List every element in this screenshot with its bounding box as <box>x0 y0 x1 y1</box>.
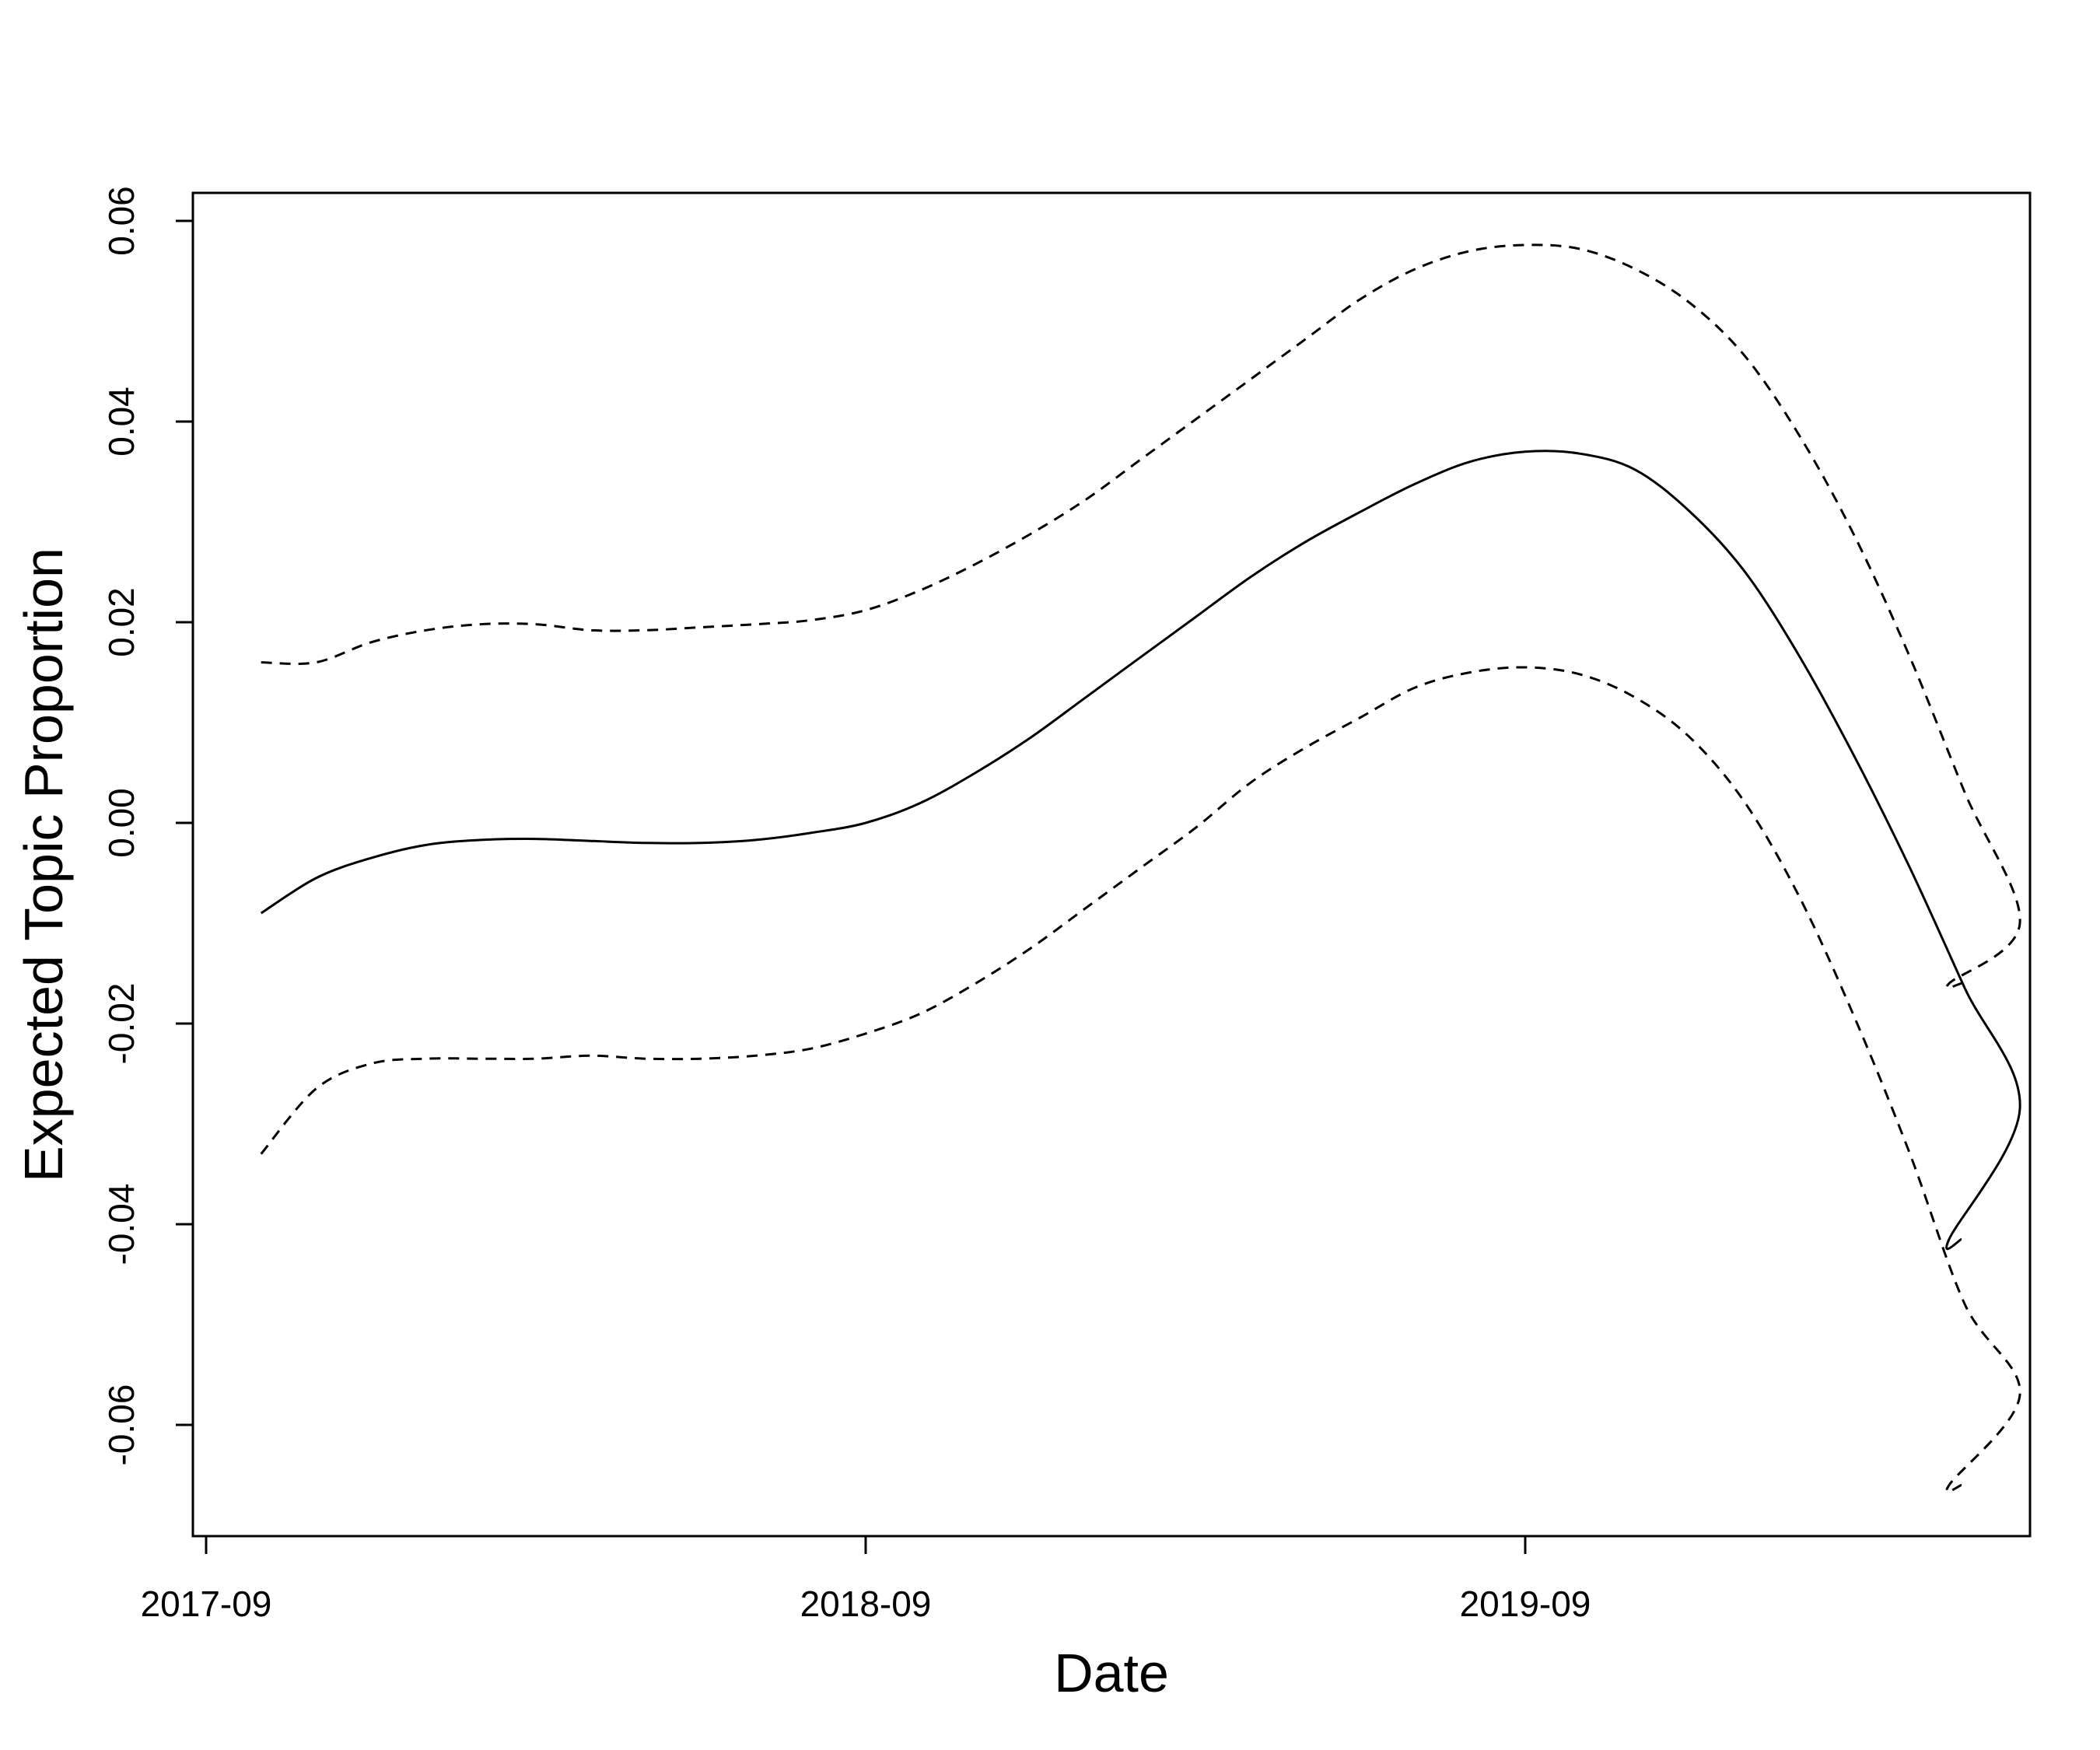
plot-frame <box>191 191 2032 1538</box>
x-axis: 2017-09 2018-09 2019-09 <box>141 1535 1591 1624</box>
x-tick-label: 2019-09 <box>1460 1584 1591 1624</box>
y-tick-label: 0.00 <box>101 788 142 858</box>
x-axis-title: Date <box>1054 1643 1169 1703</box>
confidence-band-line <box>260 666 2021 1493</box>
y-tick-label: -0.04 <box>101 1184 142 1265</box>
y-tick-label: 0.06 <box>101 186 142 256</box>
y-tick-label: -0.06 <box>101 1384 142 1466</box>
y-tick-label: 0.02 <box>101 587 142 657</box>
plot-lines <box>260 243 2021 1493</box>
x-tick-label: 2017-09 <box>141 1584 272 1624</box>
y-tick-label: 0.04 <box>101 387 142 457</box>
y-axis-title: Expected Topic Proportion <box>13 548 74 1182</box>
x-tick-label: 2018-09 <box>800 1584 932 1624</box>
y-axis: -0.06 -0.04 -0.02 0.00 0.02 0.04 0.06 <box>101 186 194 1466</box>
estimate-line <box>260 450 2021 1251</box>
confidence-band-line <box>261 243 2021 989</box>
y-tick-label: -0.02 <box>101 983 142 1065</box>
